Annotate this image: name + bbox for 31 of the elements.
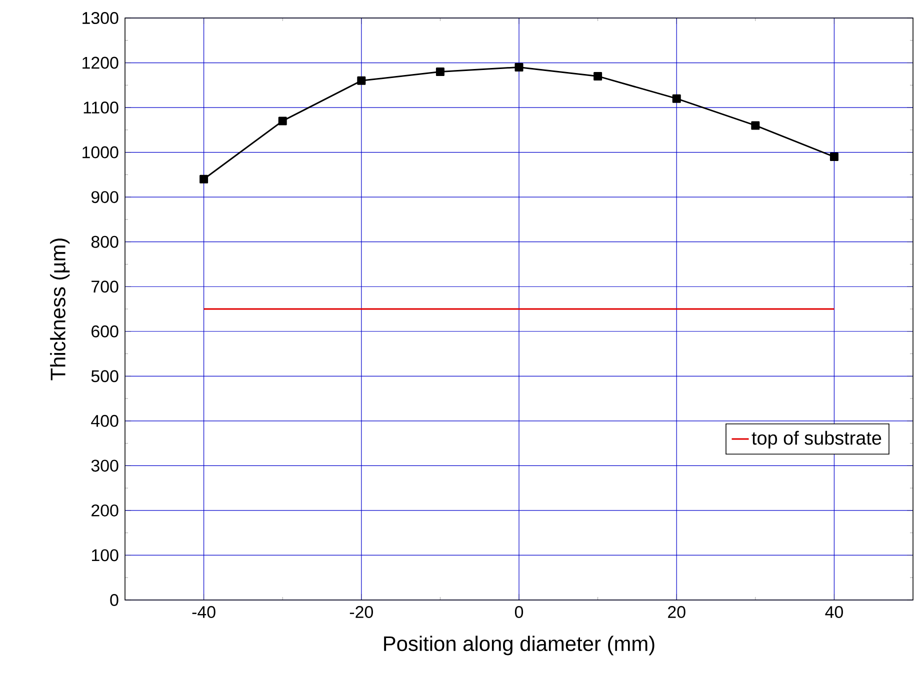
point	[357, 76, 366, 85]
y-tick-label: 1000	[82, 146, 118, 158]
y-tick-label: 800	[91, 236, 118, 248]
y-axis-title: Thickness (µm)	[50, 238, 70, 380]
point	[514, 62, 524, 72]
y-tick-label: 700	[92, 280, 118, 293]
y-tick-label: 200	[92, 504, 118, 516]
point	[830, 152, 838, 162]
point	[278, 116, 287, 126]
x-axis-title: Position along diameter (mm)	[384, 636, 654, 656]
point	[200, 174, 208, 184]
point	[672, 94, 681, 103]
y-tick-label: 900	[91, 191, 118, 204]
y-tick-label: 400	[91, 414, 118, 427]
x-tick-label: 0	[514, 606, 524, 618]
y-tick-label: 1200	[82, 56, 118, 69]
y-tick-label: 600	[92, 325, 118, 338]
x-tick-label: -20	[350, 606, 373, 618]
point	[751, 121, 760, 130]
x-tick-label: -40	[192, 606, 216, 618]
y-tick-label: 1100	[84, 102, 118, 114]
point	[436, 67, 444, 76]
legend-label: top of substrate	[752, 430, 882, 448]
x-tick-label: 20	[668, 606, 686, 618]
y-tick-label: 300	[91, 460, 118, 472]
y-tick-label: 1300	[82, 12, 118, 24]
x-tick-label: 40	[825, 606, 843, 618]
y-tick-label: 0	[110, 594, 118, 606]
point	[594, 72, 602, 80]
y-tick-label: 100	[92, 549, 118, 562]
y-tick-label: 500	[91, 370, 118, 382]
